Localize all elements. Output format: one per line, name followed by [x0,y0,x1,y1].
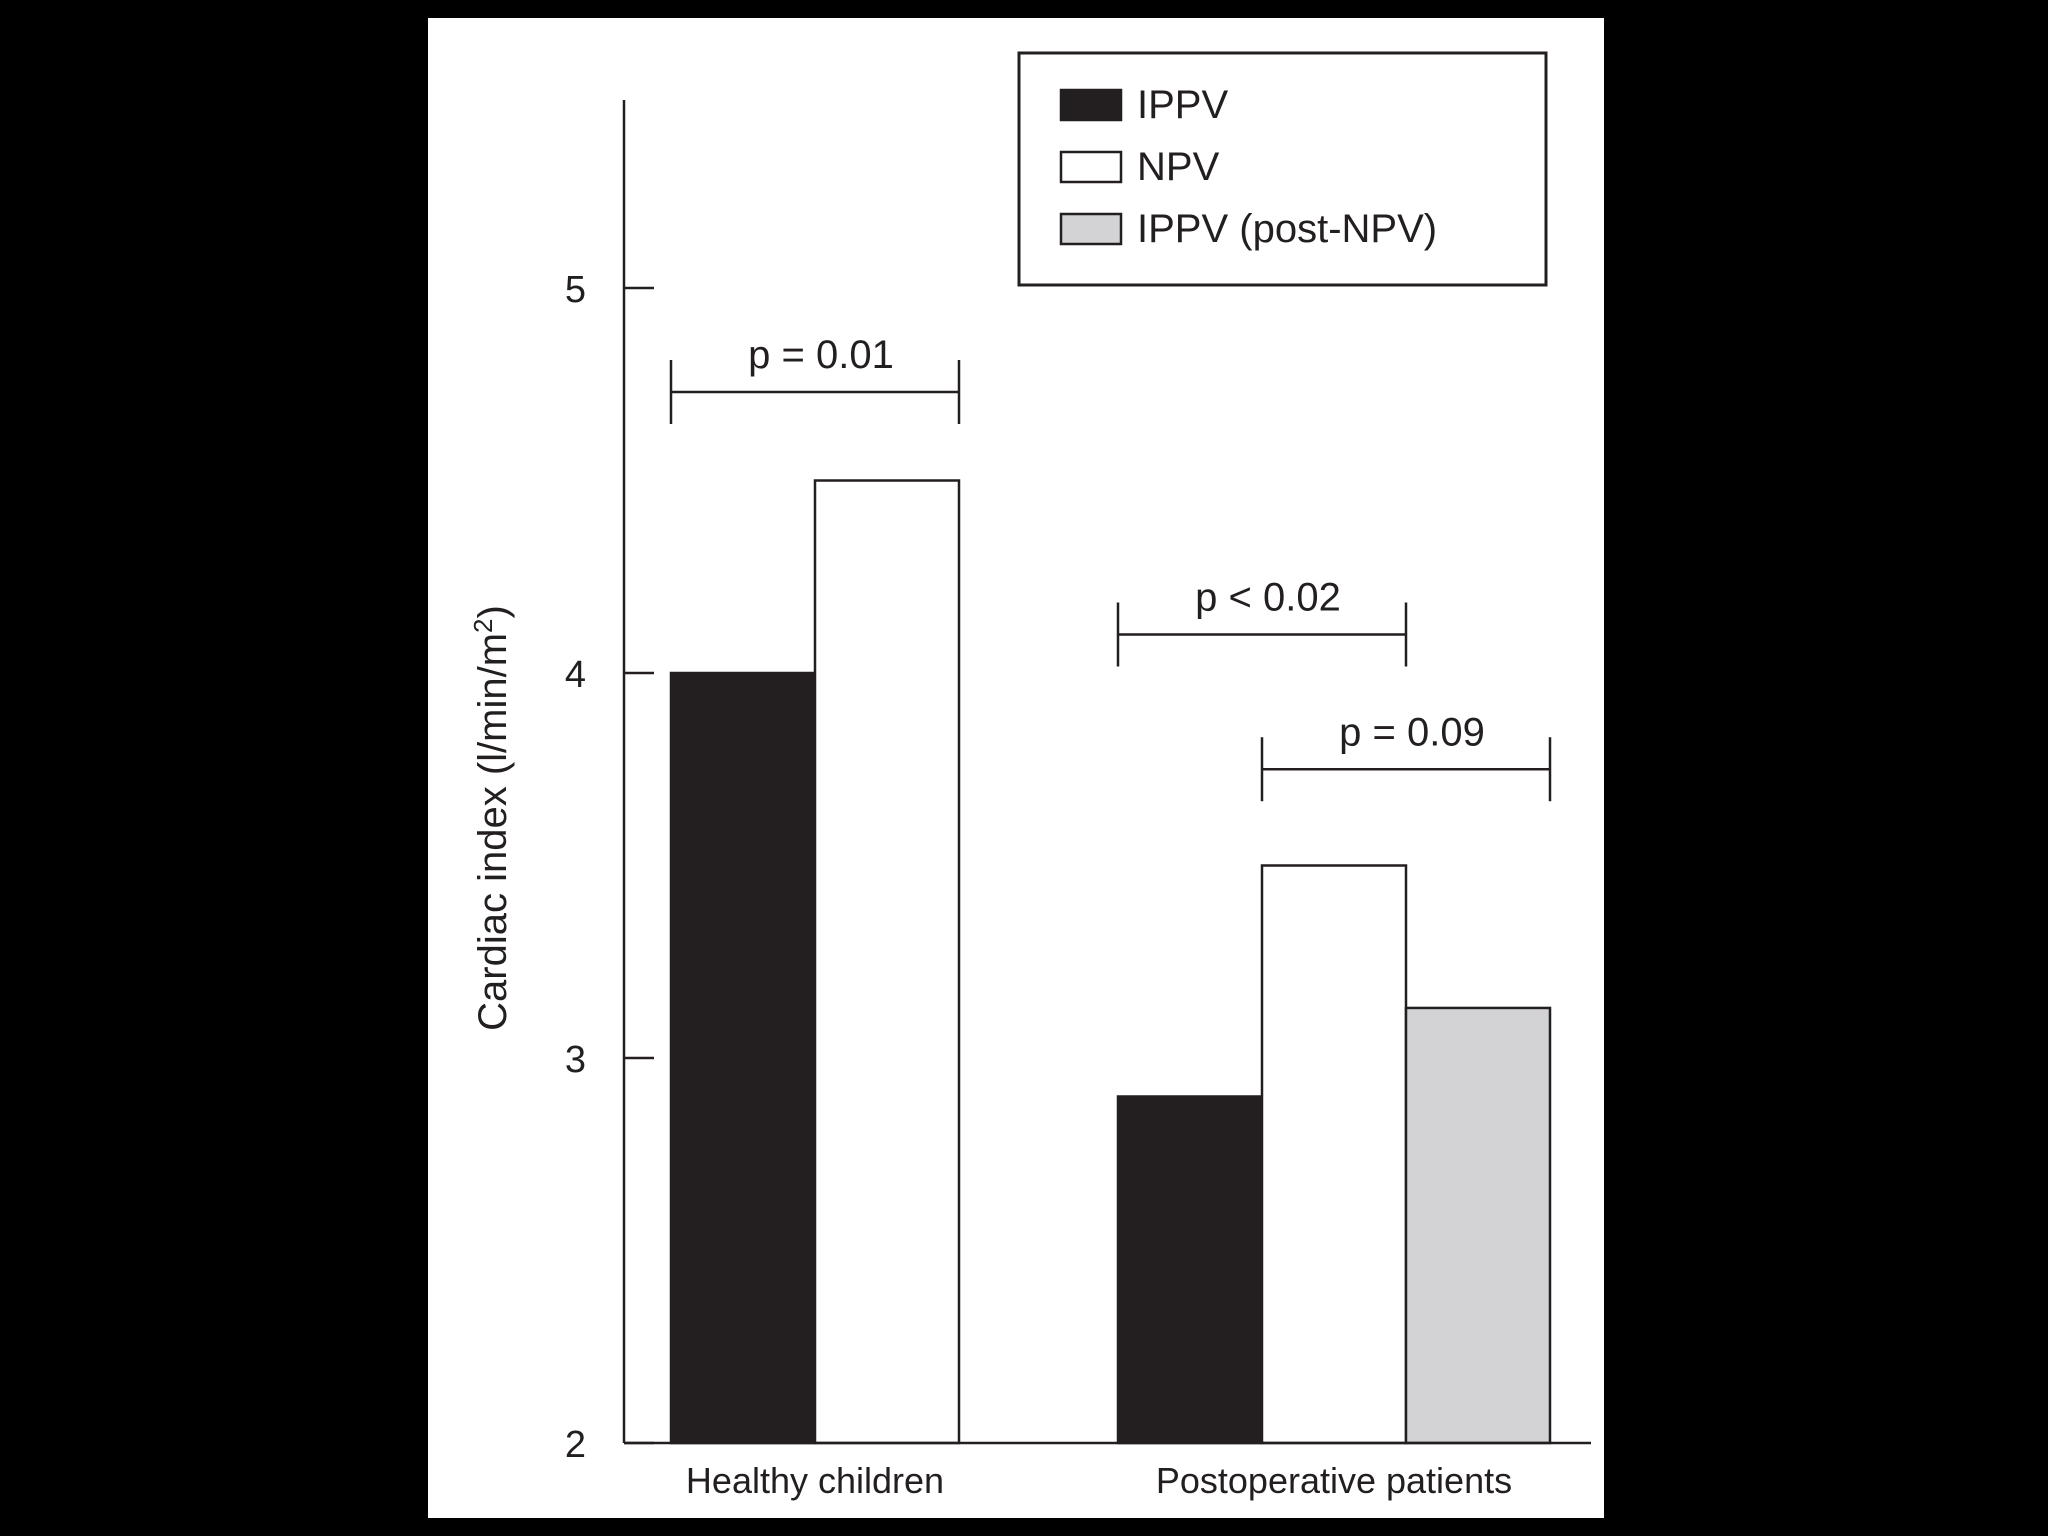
annotations-layer: p = 0.01 p < 0.02 p = 0.09 [669,333,1552,802]
bar-chart: 2 3 4 5 Healthy children Postoperative patien… [468,51,1591,1501]
legend-label: NPV [1137,145,1220,189]
legend: IPPV NPV IPPV (post-NPV) [1017,51,1548,287]
p-value-label: p = 0.09 [1339,710,1485,754]
legend-swatch [1059,88,1123,122]
y-tick-label: 4 [565,654,586,696]
y-tick-label: 5 [565,269,586,311]
significance-bracket: p = 0.09 [1260,710,1552,802]
significance-bracket: p < 0.02 [1116,576,1408,667]
bar-postop-ippv-post-npv [1404,1006,1552,1445]
bar-healthy-ippv [669,671,817,1445]
x-category-label: Healthy children [686,1460,944,1501]
bar-postop-ippv [1116,1095,1264,1445]
figure-panel: 2 3 4 5 Healthy children Postoperative patien… [428,18,1604,1518]
axes-layer: 2 3 4 5 Healthy children Postoperative patien… [565,100,1591,1501]
bars-layer [669,479,1552,1445]
y-tick-label: 2 [565,1424,586,1466]
legend-swatch [1059,212,1123,246]
legend-label: IPPV [1137,83,1228,127]
legend-label: IPPV (post-NPV) [1137,207,1437,251]
significance-bracket: p = 0.01 [669,333,961,424]
p-value-label: p = 0.01 [748,333,894,377]
y-axis-label: Cardiac index (l/min/m2) [468,605,515,1031]
y-tick-label: 3 [565,1039,586,1081]
x-category-label: Postoperative patients [1156,1460,1512,1501]
p-value-label: p < 0.02 [1195,576,1341,620]
bar-postop-npv [1260,864,1408,1445]
bar-healthy-npv [813,479,961,1445]
legend-swatch [1059,150,1123,184]
